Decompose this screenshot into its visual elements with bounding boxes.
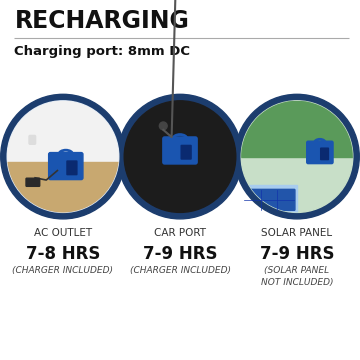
Text: 7-9 HRS: 7-9 HRS: [143, 245, 217, 263]
Text: 7-8 HRS: 7-8 HRS: [26, 245, 100, 263]
Circle shape: [118, 94, 242, 219]
Text: RECHARGING: RECHARGING: [14, 9, 189, 33]
FancyBboxPatch shape: [67, 161, 77, 175]
Bar: [7, 101, 119, 162]
Circle shape: [124, 101, 236, 212]
Text: SOLAR PANEL: SOLAR PANEL: [261, 228, 333, 238]
Text: (CHARGER INCLUDED): (CHARGER INCLUDED): [130, 266, 230, 275]
FancyBboxPatch shape: [181, 145, 191, 159]
FancyBboxPatch shape: [29, 135, 36, 144]
Circle shape: [235, 94, 359, 219]
Circle shape: [7, 101, 119, 212]
Bar: [7, 162, 119, 212]
Circle shape: [1, 94, 125, 219]
FancyBboxPatch shape: [307, 141, 333, 163]
Bar: [241, 185, 297, 212]
FancyBboxPatch shape: [49, 153, 83, 180]
FancyBboxPatch shape: [321, 148, 328, 159]
Text: 7-9 HRS: 7-9 HRS: [260, 245, 334, 263]
Text: Charging port: 8mm DC: Charging port: 8mm DC: [14, 45, 190, 58]
Text: AC OUTLET: AC OUTLET: [34, 228, 92, 238]
Circle shape: [159, 122, 167, 130]
Bar: [241, 101, 353, 157]
Circle shape: [241, 101, 353, 212]
Text: (CHARGER INCLUDED): (CHARGER INCLUDED): [13, 266, 113, 275]
Text: (SOLAR PANEL
NOT INCLUDED): (SOLAR PANEL NOT INCLUDED): [261, 266, 333, 287]
FancyBboxPatch shape: [243, 189, 295, 210]
Text: CAR PORT: CAR PORT: [154, 228, 206, 238]
FancyBboxPatch shape: [163, 137, 197, 164]
FancyBboxPatch shape: [26, 178, 40, 186]
